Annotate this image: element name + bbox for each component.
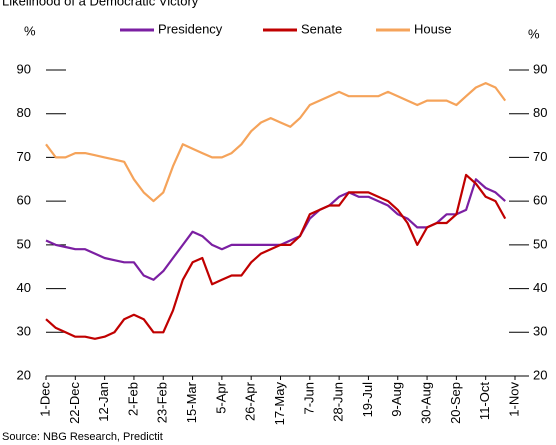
x-tick-label: 19-Jul: [360, 382, 375, 418]
y2-tick-label: 20: [533, 367, 547, 382]
series-line: [45, 173, 507, 340]
source-note: Source: NBG Research, Predictit: [2, 431, 163, 443]
y-tick-label: 60: [17, 193, 31, 208]
x-tick-label: 17-May: [272, 382, 287, 426]
y2-tick-label: 80: [533, 105, 547, 120]
x-tick-label: 5-Apr: [213, 381, 228, 413]
x-tick-label: 22-Dec: [67, 382, 82, 424]
y2-axis-label: %: [528, 26, 540, 41]
legend-label: House: [414, 21, 452, 36]
y-tick-label: 20: [17, 367, 31, 382]
x-tick-label: 7-Jun: [301, 382, 316, 415]
series-line: [45, 82, 507, 203]
x-tick-label: 11-Oct: [477, 382, 492, 420]
x-tick-label: 2-Feb: [125, 382, 140, 416]
y2-tick-label: 40: [533, 280, 547, 295]
y2-tick-label: 60: [533, 193, 547, 208]
y-tick-label: 40: [17, 280, 31, 295]
x-tick-label: 26-Apr: [243, 381, 258, 421]
x-tick-label: 15-Mar: [184, 381, 199, 423]
series-line: [45, 178, 506, 281]
legend-label: Presidency: [158, 21, 223, 36]
y-tick-label: 80: [17, 105, 31, 120]
y2-tick-label: 70: [533, 149, 547, 164]
x-tick-label: 1-Dec: [37, 382, 52, 417]
y-tick-label: 90: [17, 61, 31, 76]
legend-label: Senate: [301, 21, 342, 36]
y-axis-label: %: [24, 23, 36, 38]
x-tick-label: 28-Jun: [331, 382, 346, 422]
x-tick-label: 20-Sep: [448, 382, 463, 424]
y-tick-label: 70: [17, 149, 31, 164]
x-tick-label: 9-Aug: [389, 382, 404, 417]
y2-tick-label: 30: [533, 324, 547, 339]
x-tick-label: 30-Aug: [419, 382, 434, 424]
y2-tick-label: 90: [533, 61, 547, 76]
x-tick-label: 12-Jan: [96, 382, 111, 422]
y2-tick-label: 50: [533, 236, 547, 251]
x-tick-label: 23-Feb: [155, 382, 170, 423]
x-tick-label: 1-Nov: [506, 382, 521, 417]
chart-title: Likelihood of a Democratic Victory: [2, 0, 199, 8]
y-tick-label: 30: [17, 324, 31, 339]
y-tick-label: 50: [17, 236, 31, 251]
